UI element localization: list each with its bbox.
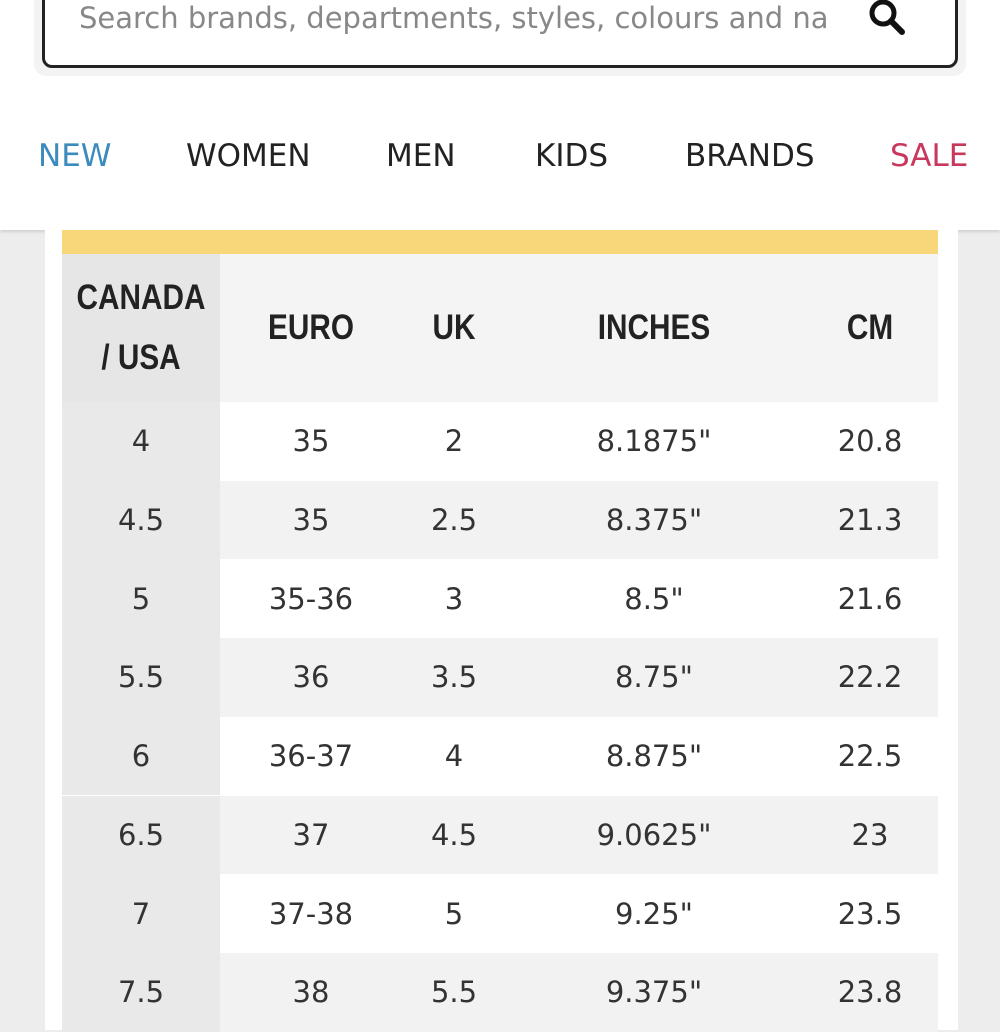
table-cell: 8.1875": [506, 402, 802, 481]
header-cell: [506, 254, 802, 402]
table-cell: 9.0625": [506, 795, 802, 875]
table-cell: 35: [220, 480, 402, 560]
table-cell: 36-37: [220, 716, 402, 796]
table-cell: 7.5: [62, 952, 220, 1032]
table-cell: 20.8: [802, 402, 938, 481]
table-cell: 21.3: [802, 480, 938, 560]
table-cell: 6: [62, 716, 220, 796]
table-cell: 23: [802, 795, 938, 875]
table-cell: 2: [402, 402, 506, 481]
table-cell: 5: [402, 874, 506, 953]
nav-link[interactable]: NEW: [38, 138, 112, 174]
header-cell: [220, 254, 402, 402]
table-cell: 37-38: [220, 874, 402, 953]
table-cell: 4: [62, 402, 220, 481]
table-cell: 5: [62, 559, 220, 639]
table-cell: 5.5: [402, 952, 506, 1032]
nav-link[interactable]: BRANDS: [685, 138, 815, 174]
table-cell: 8.875": [506, 716, 802, 796]
table-cell: 4: [402, 716, 506, 796]
table-cell: 7: [62, 874, 220, 953]
header-cell: [62, 254, 220, 402]
header-text: UK: [432, 308, 476, 347]
table-cell: 4.5: [62, 480, 220, 560]
table-cell: 9.375": [506, 952, 802, 1032]
table-cell: 38: [220, 952, 402, 1032]
header-text: EURO: [268, 308, 354, 347]
table-cell: 2.5: [402, 480, 506, 560]
table-cell: 8.375": [506, 480, 802, 560]
table-cell: 35-36: [220, 559, 402, 639]
nav-link[interactable]: MEN: [386, 138, 456, 174]
table-cell: 8.75": [506, 638, 802, 717]
search-icon[interactable]: [865, 0, 909, 41]
header-cell: [402, 254, 506, 402]
header-text: CM: [846, 308, 894, 347]
table-cell: 8.5": [506, 559, 802, 639]
table-cell: 3.5: [402, 638, 506, 717]
table-cell: 23.5: [802, 874, 938, 953]
nav-link[interactable]: WOMEN: [186, 138, 311, 174]
table-cell: 36: [220, 638, 402, 717]
table-cell: 35: [220, 402, 402, 481]
table-cell: 22.5: [802, 716, 938, 796]
table-cell: 37: [220, 795, 402, 875]
header-text: INCHES: [597, 308, 711, 347]
nav-link[interactable]: KIDS: [535, 138, 609, 174]
search-box[interactable]: Search brands, departments, styles, colo…: [42, 0, 958, 68]
header: Search brands, departments, styles, colo…: [0, 0, 1000, 230]
table-cell: 9.25": [506, 874, 802, 953]
header-text: CANADA / USA: [76, 278, 206, 377]
table-cell: 4.5: [402, 795, 506, 875]
table-accent: [62, 230, 938, 254]
table-cell: 3: [402, 559, 506, 639]
nav-link[interactable]: SALE: [890, 138, 969, 174]
table-cell: 22.2: [802, 638, 938, 717]
table-cell: 21.6: [802, 559, 938, 639]
header-cell: [802, 254, 938, 402]
table-cell: 6.5: [62, 795, 220, 875]
table-cell: 5.5: [62, 638, 220, 717]
table-cell: 23.8: [802, 952, 938, 1032]
search-placeholder: Search brands, departments, styles, colo…: [79, 1, 829, 35]
